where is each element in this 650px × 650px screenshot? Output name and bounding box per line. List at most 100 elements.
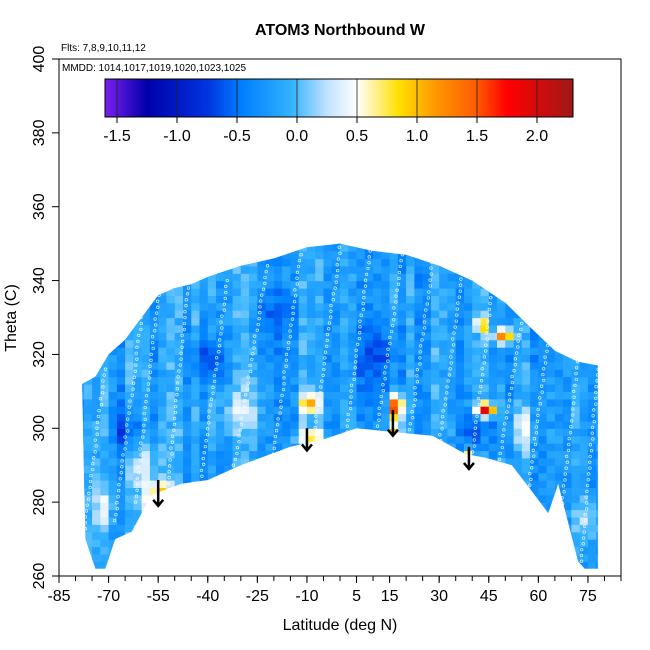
heat-cell (59, 236, 68, 244)
heat-cell (232, 406, 242, 415)
heat-cell (315, 295, 325, 304)
heat-cell (472, 472, 482, 481)
heat-cell (133, 243, 143, 252)
heat-cell (191, 317, 201, 326)
heat-cell (340, 450, 349, 459)
heat-cell (306, 420, 316, 429)
heat-cell (439, 450, 449, 459)
heat-cell (364, 413, 374, 422)
heat-cell (199, 457, 209, 466)
heat-cell (546, 553, 556, 562)
heat-cell (331, 428, 341, 437)
heat-cell (108, 561, 118, 569)
heat-cell (472, 273, 482, 282)
heat-cell (166, 361, 176, 370)
heat-cell (406, 317, 415, 326)
heat-cell (340, 243, 349, 245)
heat-cell (149, 324, 159, 333)
heat-cell (464, 243, 473, 245)
profile-point (530, 466, 534, 470)
heat-cell (158, 243, 168, 252)
heat-cell (240, 347, 250, 355)
heat-cell (249, 339, 258, 348)
heat-cell (191, 324, 201, 333)
arrow-head (152, 499, 165, 508)
heat-cell (397, 420, 407, 429)
profile-point (534, 431, 539, 435)
heat-cell (505, 546, 515, 555)
heat-cell (430, 502, 440, 511)
heat-cell (348, 457, 358, 466)
profile-point (443, 403, 447, 407)
heat-cell (265, 553, 275, 562)
heat-cell (141, 435, 151, 444)
heat-cell (191, 465, 201, 474)
heat-cell (191, 273, 201, 282)
profile-point (89, 473, 93, 478)
heat-cell (414, 273, 424, 282)
profile-point (489, 289, 494, 294)
heat-cell (563, 280, 572, 289)
profile-point (396, 282, 401, 286)
heat-cell (554, 539, 564, 548)
heat-cell (373, 494, 382, 503)
heat-cell (348, 398, 358, 407)
heat-cell (240, 280, 250, 289)
profile-point (357, 336, 361, 341)
heat-cell (381, 443, 391, 452)
profile-point (317, 396, 321, 401)
heat-cell (331, 420, 341, 429)
heat-cell (331, 450, 341, 459)
heat-cell (166, 280, 176, 289)
profile-point (242, 404, 247, 409)
heat-cell (282, 450, 291, 459)
heat-cell (116, 317, 126, 326)
heat-cell (315, 487, 325, 496)
heat-cell (381, 561, 391, 569)
heat-cell (563, 354, 572, 363)
profile-point (528, 471, 532, 476)
profile-point (276, 417, 280, 421)
heat-cell (232, 384, 242, 392)
heat-cell (587, 273, 597, 282)
heat-cell (224, 265, 234, 274)
heat-cell (224, 516, 234, 525)
heat-cell (199, 487, 209, 496)
heat-cell (364, 420, 374, 429)
heat-cell (257, 553, 267, 562)
profile-point (501, 434, 505, 438)
profile-point (217, 338, 222, 342)
heat-cell (290, 465, 300, 474)
profile-point (364, 272, 369, 277)
heat-cell (331, 465, 341, 474)
heat-cell (249, 295, 258, 304)
heat-cell (224, 339, 234, 348)
heat-cell (340, 569, 349, 577)
heat-cell (488, 324, 498, 333)
heat-cell (125, 480, 134, 488)
heat-cell (282, 524, 291, 533)
heat-cell (183, 265, 192, 274)
heat-cell (538, 347, 548, 355)
profile-point (336, 257, 341, 261)
heat-cell (579, 391, 589, 400)
heat-cell (447, 354, 457, 363)
heat-cell (67, 510, 76, 518)
heat-cell (439, 391, 449, 400)
heat-cell (149, 376, 159, 385)
heat-cell (472, 243, 482, 245)
profile-point (397, 270, 402, 275)
heat-cell (439, 465, 449, 474)
heat-cell (513, 302, 523, 311)
heat-cell (282, 569, 291, 577)
heat-cell (224, 243, 234, 252)
profile-point (95, 426, 99, 430)
heat-cell (92, 494, 101, 503)
profile-point (470, 450, 475, 454)
heat-cell (571, 295, 581, 304)
heat-cell (505, 258, 515, 267)
heat-cell (480, 435, 490, 444)
profile-point (131, 387, 135, 391)
heat-cell (480, 288, 490, 296)
profile-point (348, 401, 353, 405)
